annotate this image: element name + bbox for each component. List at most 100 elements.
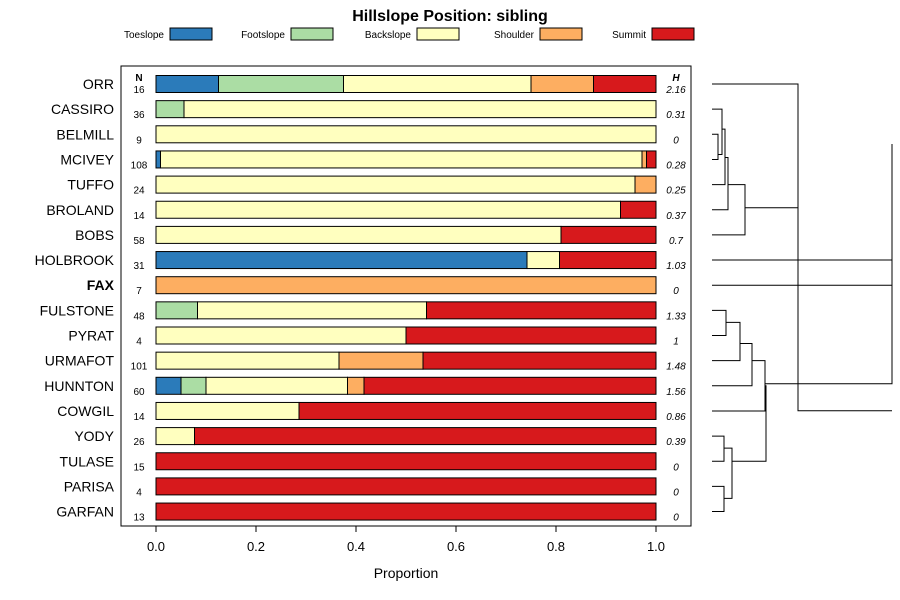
row-h-value: 0 — [673, 286, 679, 297]
bar-segment-summit — [363, 376, 657, 395]
bar-segment-shoulder — [347, 376, 365, 395]
bar-segment-footslope — [218, 75, 344, 93]
row-n-value: 101 — [131, 362, 148, 373]
row-n-value: 60 — [133, 387, 145, 398]
legend-swatch-footslope — [290, 27, 334, 41]
row-label: TULASE — [60, 453, 114, 469]
x-tick-label: 0.6 — [447, 539, 465, 554]
legend-swatch-shoulder — [539, 27, 583, 41]
n-column-header: N — [135, 73, 142, 84]
bar-segment-backslope — [160, 150, 643, 169]
row-label: YODY — [74, 428, 114, 444]
bar-segment-shoulder — [155, 276, 657, 295]
bar-segment-summit — [559, 251, 657, 270]
legend-label-summit: Summit — [612, 30, 646, 41]
row-label: BOBS — [75, 227, 114, 243]
dendrogram-branch — [712, 343, 753, 387]
bar-segment-footslope — [155, 100, 185, 119]
row-h-value: 0 — [673, 135, 679, 146]
dendrogram-branch — [712, 321, 741, 362]
bar-segment-summit — [155, 452, 657, 471]
row-h-value: 0.86 — [666, 412, 686, 423]
h-column-header: H — [672, 73, 680, 84]
x-tick-label: 0.4 — [347, 539, 365, 554]
row-label: ORR — [83, 76, 114, 92]
bar-segment-summit — [194, 427, 657, 446]
bar-segment-backslope — [155, 351, 340, 370]
bar-segment-toeslope — [155, 376, 182, 395]
row-n-value: 36 — [133, 110, 145, 121]
x-axis: 0.0 0.2 0.4 0.6 0.8 1.0 — [147, 526, 665, 554]
x-tick-label: 0.0 — [147, 539, 165, 554]
bar-segment-backslope — [343, 75, 532, 93]
legend-swatch-backslope — [416, 27, 460, 41]
dendrogram-branch — [712, 83, 892, 412]
bar-segment-backslope — [526, 251, 560, 270]
bar-segment-shoulder — [338, 351, 424, 370]
row-label: HOLBROOK — [35, 252, 115, 268]
row-label: MCIVEY — [60, 151, 114, 167]
bar-segment-summit — [620, 200, 657, 219]
bar-segment-summit — [422, 351, 657, 370]
row-h-value: 0 — [673, 487, 679, 498]
x-tick-label: 0.8 — [547, 539, 565, 554]
row-n-value: 58 — [133, 236, 145, 247]
bar-segment-backslope — [155, 326, 407, 345]
plot-panel — [120, 65, 692, 527]
bar-segment-backslope — [155, 125, 657, 144]
row-n-value: 13 — [133, 513, 145, 524]
row-label: GARFAN — [56, 504, 114, 520]
legend-label-toeslope: Toeslope — [124, 30, 164, 41]
row-label: FULSTONE — [40, 302, 114, 318]
x-tick-label: 0.2 — [247, 539, 265, 554]
row-h-value: 0.25 — [666, 186, 686, 197]
row-h-value: 1.48 — [666, 362, 686, 373]
row-h-value: 1.56 — [666, 387, 686, 398]
row-n-value: 26 — [133, 437, 145, 448]
row-h-value: 0.37 — [666, 211, 686, 222]
bar-segment-summit — [155, 477, 657, 496]
bar-segment-summit — [646, 150, 657, 169]
bar-segment-summit — [155, 502, 657, 521]
row-n-value: 24 — [133, 186, 145, 197]
dendrogram-branch — [732, 385, 767, 462]
row-h-value: 0.39 — [666, 437, 686, 448]
bar-rows: ORR 16 2.16 CASSIRO 36 0.31 BELMILL 9 0 MCIVEY 108… — [35, 75, 686, 524]
legend-label-shoulder: Shoulder — [494, 30, 535, 41]
bar-segment-toeslope — [155, 75, 219, 93]
row-h-value: 0 — [673, 462, 679, 473]
row-h-value: 0.28 — [666, 160, 686, 171]
bar-segment-backslope — [155, 225, 562, 244]
bar-segment-backslope — [183, 100, 657, 119]
row-n-value: 31 — [133, 261, 145, 272]
row-n-value: 15 — [133, 462, 145, 473]
bar-segment-backslope — [155, 200, 621, 219]
dendrogram-branch — [712, 184, 746, 236]
bar-segment-backslope — [155, 401, 300, 420]
row-label: PARISA — [64, 478, 115, 494]
legend-label-footslope: Footslope — [241, 30, 285, 41]
dendrogram-branch — [712, 485, 725, 513]
chart-title: Hillslope Position: sibling — [352, 8, 548, 25]
legend: Toeslope Footslope Backslope Shoulder Summit — [124, 27, 695, 41]
dendrogram-branch — [712, 133, 719, 160]
bar-segment-summit — [560, 225, 657, 244]
row-label: TUFFO — [67, 177, 114, 193]
bar-segment-backslope — [155, 427, 195, 446]
row-h-value: 1.03 — [666, 261, 686, 272]
dendrogram-branch — [712, 128, 726, 186]
row-n-value: 14 — [133, 412, 145, 423]
x-tick-label: 1.0 — [647, 539, 665, 554]
row-label: CASSIRO — [51, 101, 114, 117]
bar-segment-backslope — [205, 376, 348, 395]
row-label: PYRAT — [68, 328, 114, 344]
row-n-value: 108 — [131, 160, 148, 171]
row-label: HUNNTON — [44, 378, 114, 394]
dendrogram-branch — [765, 144, 893, 385]
row-n-value: 14 — [133, 211, 145, 222]
dendrogram-branch — [724, 447, 733, 499]
row-label: BROLAND — [46, 202, 114, 218]
bar-segment-backslope — [155, 175, 636, 194]
bar-segment-shoulder — [634, 175, 657, 194]
